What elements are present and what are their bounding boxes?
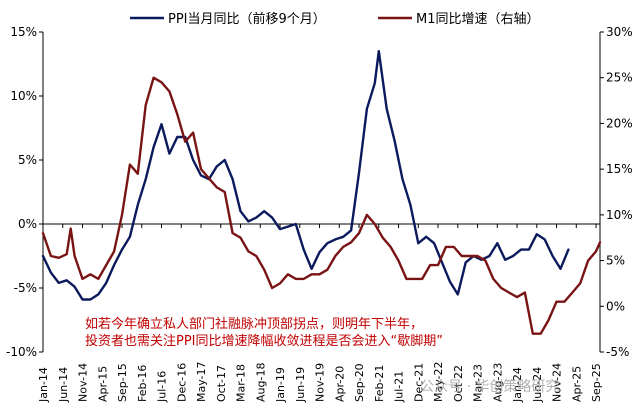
- x-tick-label: Jan-14: [37, 367, 50, 403]
- legend-ppi-label: PPI当月同比（前移9个月）: [168, 11, 326, 27]
- annotation: 如若今年确立私人部门社融脉冲顶部拐点，则明年下半年， 投资者也需关注PPI同比增…: [85, 316, 443, 349]
- x-tick-label: Nov-19: [314, 363, 327, 402]
- right-tick-label: 30%: [606, 25, 633, 39]
- left-tick-label: -10%: [6, 345, 37, 359]
- x-tick-label: Mar-23: [472, 364, 485, 402]
- x-tick-label: Apr-15: [96, 366, 109, 402]
- x-tick-label: Feb-21: [373, 365, 386, 402]
- legend: PPI当月同比（前移9个月） M1同比增速（右轴）: [130, 11, 540, 27]
- x-tick-label: May-17: [195, 361, 208, 402]
- x-tick-label: Nov-14: [77, 363, 90, 402]
- x-tick-label: Sep-25: [590, 363, 603, 402]
- annotation-line-1: 如若今年确立私人部门社融脉冲顶部拐点，则明年下半年，: [85, 316, 423, 332]
- right-tick-label: 0%: [606, 299, 625, 313]
- x-tick-label: Oct-22: [452, 365, 465, 402]
- x-tick-label: Aug-23: [491, 363, 504, 402]
- left-tick-label: 10%: [10, 89, 37, 103]
- axes: -10% -5% 0% 5% 10% 15% -5% 0% 5% 10% 15% 20% 25% 30% J…: [6, 25, 633, 403]
- right-tick-label: 25%: [606, 71, 633, 85]
- left-tick-label: 15%: [10, 25, 37, 39]
- x-tick-label: Aug-18: [254, 363, 267, 402]
- legend-m1-label: M1同比增速（右轴）: [416, 12, 540, 27]
- x-tick-label: Feb-16: [136, 365, 149, 402]
- x-tick-label: Jul-16: [156, 371, 169, 403]
- right-tick-label: 10%: [606, 208, 633, 222]
- left-tick-label: -5%: [14, 281, 37, 295]
- x-tick-label: Jun-24: [531, 367, 544, 403]
- x-tick-label: Dec-21: [412, 363, 425, 402]
- x-tick-label: Oct-17: [215, 365, 228, 402]
- x-tick-label: Mar-18: [235, 364, 248, 402]
- x-tick-label: May-22: [432, 361, 445, 402]
- watermark: 公众号 · 华创策略研究: [420, 378, 559, 395]
- right-tick-label: 20%: [606, 116, 633, 130]
- x-tick-label: Nov-24: [551, 363, 564, 402]
- x-tick-label: Sep-15: [116, 363, 129, 402]
- left-tick-label: 5%: [18, 153, 37, 167]
- right-tick-label: 5%: [606, 254, 625, 268]
- x-tick-label: Apr-25: [570, 366, 583, 402]
- x-tick-label: Jun-19: [294, 367, 307, 403]
- left-tick-label: 0%: [18, 217, 37, 231]
- m1-series-line: [41, 76, 602, 335]
- right-tick-label: -5%: [606, 345, 629, 359]
- annotation-line-2: 投资者也需关注PPI同比增速降幅收敛进程是否会进入“歇脚期”: [85, 333, 443, 349]
- right-tick-label: 15%: [606, 162, 633, 176]
- x-tick-label: Jan-24: [511, 367, 524, 403]
- x-tick-label: Dec-16: [175, 363, 188, 402]
- x-tick-label: Jan-19: [274, 367, 287, 403]
- x-tick-label: Sep-20: [353, 363, 366, 402]
- x-tick-label: Apr-20: [333, 366, 346, 402]
- x-tick-label: Jun-14: [57, 367, 70, 403]
- ppi-series-line: [41, 50, 570, 301]
- series-lines: [41, 50, 602, 335]
- x-tick-label: Jul-21: [393, 371, 406, 403]
